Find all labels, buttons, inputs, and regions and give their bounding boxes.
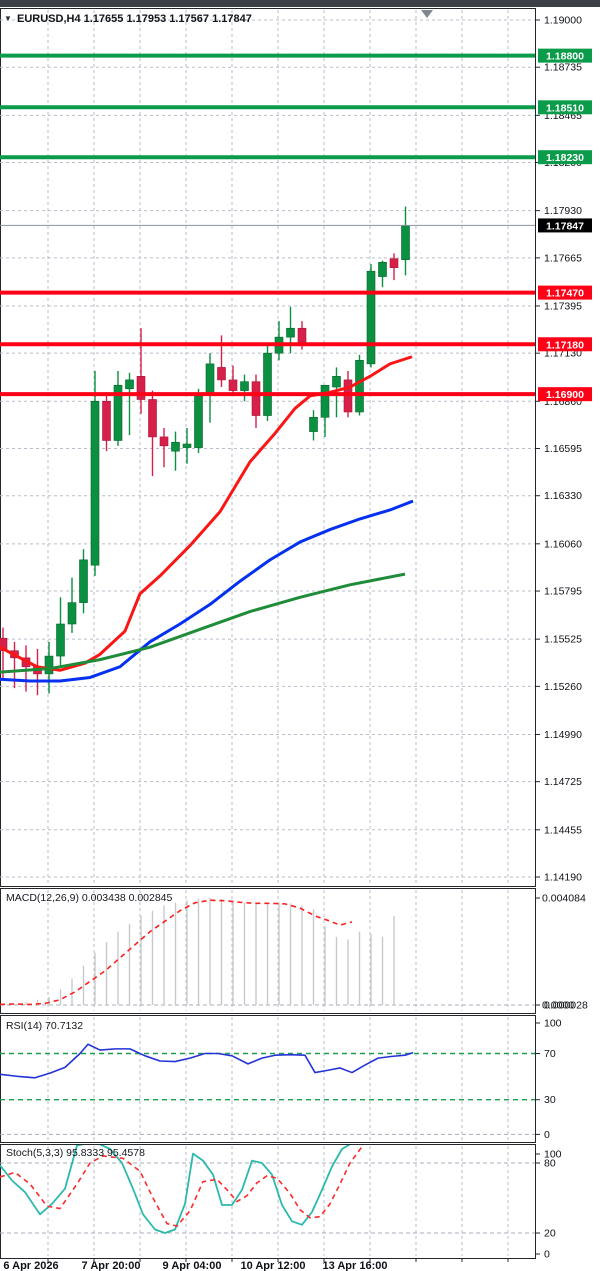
candle (56, 597, 65, 667)
price-tick-label: 1.14990 (544, 729, 582, 741)
price-tick-label: 1.14190 (544, 872, 582, 884)
support-price-box: 1.17470 (538, 285, 592, 300)
x-axis-date-label: 6 Apr 2026 (3, 1260, 58, 1271)
svg-text:1.18800: 1.18800 (546, 51, 584, 63)
rsi-pane: 100 70 30 0 (0, 1018, 562, 1141)
price-tick-label: 1.14725 (544, 776, 582, 788)
candle (79, 549, 88, 614)
x-axis-date-label: 9 Apr 04:00 (163, 1260, 222, 1271)
candle (67, 577, 77, 633)
price-tick-label: 1.15795 (544, 586, 582, 598)
svg-text:1.17180: 1.17180 (546, 339, 584, 351)
candle (159, 428, 169, 468)
rsi-line (0, 1043, 414, 1079)
chart-title: EURUSD,H4 1.17655 1.17953 1.17567 1.1784… (17, 13, 252, 25)
rsi-axis-label: 0 (544, 1129, 550, 1141)
price-tick-label: 1.18735 (544, 62, 582, 74)
rsi-indicator-label: RSI(14) 70.7132 (6, 1020, 84, 1032)
candle (113, 370, 123, 446)
price-tick-label: 1.16330 (544, 490, 582, 502)
price-tick-label: 1.17665 (544, 252, 582, 264)
rsi-axis-label: 70 (544, 1048, 556, 1060)
candle (389, 253, 399, 281)
chart-shift-marker-icon[interactable] (421, 10, 433, 18)
macd-signal-line (0, 899, 353, 1006)
current-price-box: 1.17847 (538, 218, 592, 233)
candles (0, 206, 410, 696)
candle (171, 431, 180, 471)
svg-text:1.17470: 1.17470 (546, 288, 584, 300)
candle (182, 428, 192, 464)
candle (125, 372, 134, 436)
price-axis: 1.190001.187351.184651.182001.179301.176… (535, 15, 582, 884)
window-title-bar (0, 0, 600, 7)
resistance-price-box: 1.18800 (538, 48, 592, 63)
ma-blue-line (0, 499, 414, 683)
price-tick-label: 1.16595 (544, 443, 582, 455)
stoch-d-line (0, 1146, 363, 1227)
rsi-axis-label: 100 (544, 1018, 562, 1030)
svg-text:1.18230: 1.18230 (546, 152, 584, 164)
pane-frames (0, 8, 536, 1259)
candle (355, 354, 364, 416)
svg-text:1.18510: 1.18510 (546, 102, 584, 114)
svg-text:1.16900: 1.16900 (546, 389, 584, 401)
candle (148, 390, 157, 477)
candle (90, 370, 100, 576)
candle (102, 392, 111, 452)
macd-axis-label: 0.000028 (544, 1000, 588, 1012)
support-price-box: 1.16900 (538, 387, 592, 402)
candle (228, 365, 238, 396)
resistance-price-box: 1.18510 (538, 100, 592, 115)
stoch-axis-label: 0 (544, 1249, 550, 1261)
candle (263, 344, 272, 421)
price-tick-label: 1.15260 (544, 681, 582, 693)
price-tick-label: 1.19000 (544, 15, 582, 27)
ma-green-line (0, 572, 406, 674)
price-tick-label: 1.14455 (544, 824, 582, 836)
candle (366, 264, 376, 368)
stoch-indicator-label: Stoch(5,3,3) 95.8333 95.4578 (6, 1147, 145, 1159)
candle (194, 388, 203, 453)
symbol-dropdown-icon[interactable]: ▼ (4, 14, 12, 23)
macd-indicator-label: MACD(12,26,9) 0.003438 0.002845 (6, 892, 173, 904)
price-tick-label: 1.17930 (544, 205, 582, 217)
ma-red-line (0, 355, 413, 672)
candle (320, 384, 330, 437)
rsi-axis-label: 30 (544, 1094, 556, 1106)
stoch-k-line (0, 1145, 363, 1234)
macd-axis-label: 0.0000 (542, 1000, 574, 1012)
stoch-axis-label: 100 (544, 1149, 562, 1161)
price-tick-label: 1.15525 (544, 634, 582, 646)
candle (240, 374, 249, 402)
moving-averages (0, 355, 414, 683)
price-tick-label: 1.17395 (544, 300, 582, 312)
candle (378, 260, 387, 288)
stoch-axis-label: 20 (544, 1228, 556, 1240)
candle (309, 410, 318, 441)
x-axis-date-label: 13 Apr 16:00 (322, 1260, 387, 1271)
time-axis: 6 Apr 2026 7 Apr 20:00 9 Apr 04:00 10 Apr 1… (3, 1258, 509, 1271)
x-axis-date-label: 7 Apr 20:00 (82, 1260, 141, 1271)
support-price-box: 1.17180 (538, 337, 592, 352)
resistance-price-box: 1.18230 (538, 150, 592, 165)
svg-text:1.17847: 1.17847 (546, 220, 584, 232)
stoch-axis-label: 80 (544, 1158, 556, 1170)
price-tick-label: 1.16060 (544, 538, 582, 550)
level-lines: 1.18800 1.18510 1.18230 1.17470 1.17180 1.169… (0, 48, 592, 402)
x-axis-date-label: 10 Apr 12:00 (240, 1260, 305, 1271)
macd-axis-label: 0.004084 (542, 893, 586, 905)
candle (251, 374, 261, 429)
